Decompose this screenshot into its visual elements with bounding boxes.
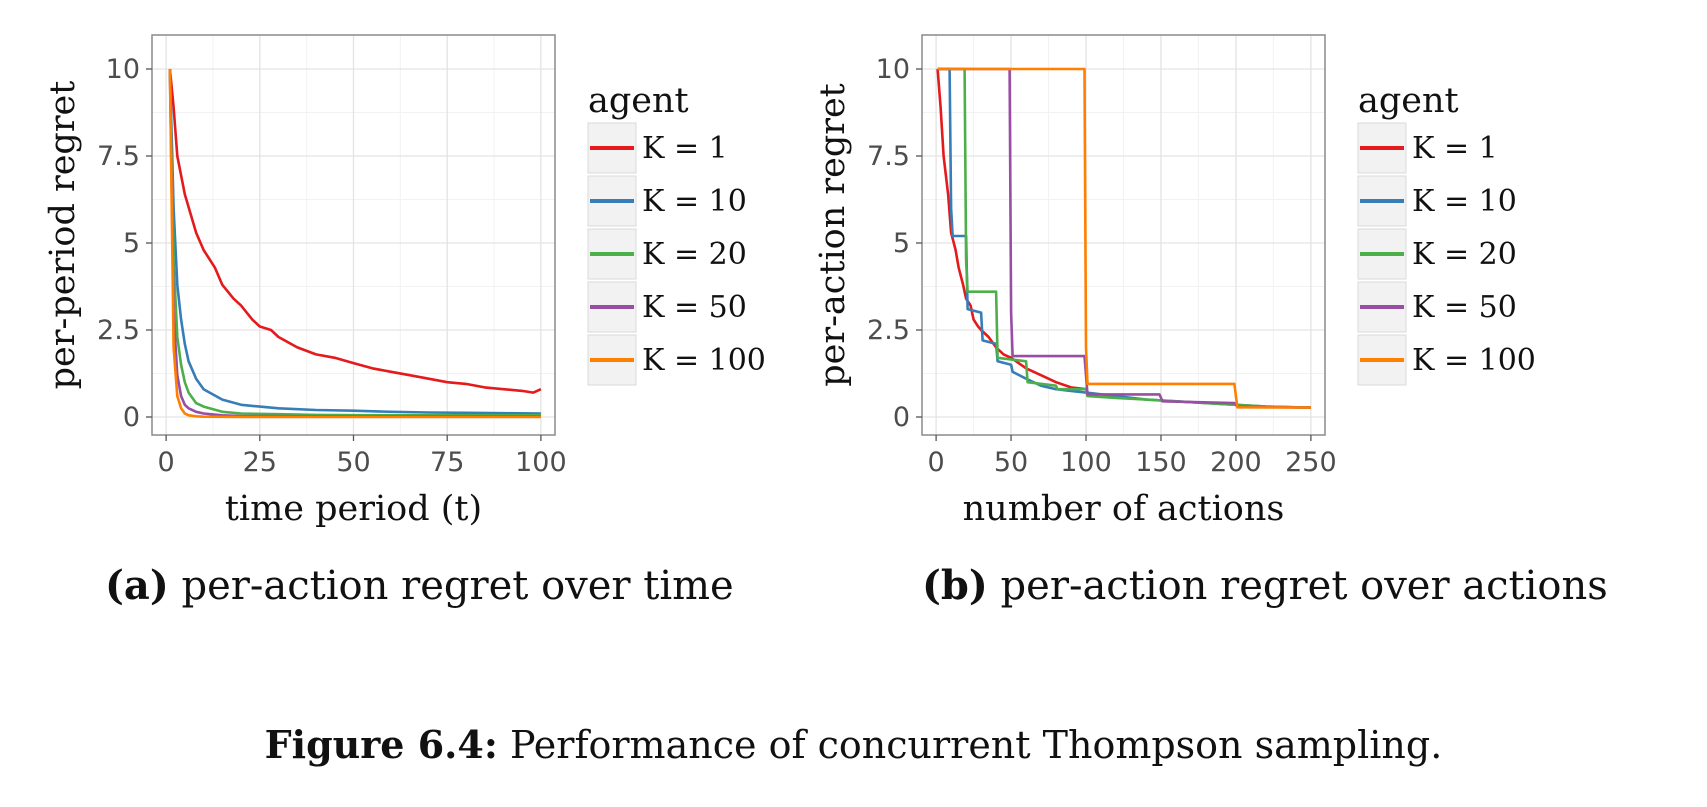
panel-b-x-tick-label: 100 <box>1060 447 1112 478</box>
panel-a-y-tick-label: 2.5 <box>97 315 140 346</box>
panel-b-legend-label: K = 100 <box>1412 343 1536 378</box>
panel-b-legend-title: agent <box>1358 81 1459 121</box>
panel-a-x-tick-label: 75 <box>430 447 464 478</box>
panel-a-x-tick-label: 25 <box>243 447 277 478</box>
panel-b-x-tick-label: 150 <box>1135 447 1187 478</box>
panel-a-caption: (a) per-action regret over time <box>105 562 734 609</box>
panel-a-x-tick-label: 0 <box>158 447 175 478</box>
panel-b-legend-label: K = 10 <box>1412 184 1517 219</box>
figure-caption-label: Figure 6.4: <box>264 722 498 767</box>
panel-b-series-line-3 <box>937 67 1311 409</box>
panel-b-legend-label: K = 20 <box>1412 237 1517 272</box>
panel-a-y-tick-label: 5 <box>123 228 140 259</box>
panel-b-series-line-4 <box>937 67 1311 409</box>
panel-b-x-tick-label: 250 <box>1285 447 1337 478</box>
panel-b-grid <box>922 35 1325 435</box>
panel-a-legend-label: K = 20 <box>642 237 747 272</box>
panel-b-y-tick-label: 2.5 <box>867 315 910 346</box>
panel-a-label: (a) <box>105 562 169 609</box>
panel-a-legend-label: K = 10 <box>642 184 747 219</box>
panel-b-plot-border <box>921 34 1326 436</box>
panel-a-chart: 0 25 50 75 100 0 2.5 5 7.5 10 time period (t) per-p… <box>43 34 766 529</box>
figure-caption: Figure 6.4: Performance of concurrent Th… <box>0 722 1707 767</box>
panel-b-label: (b) <box>922 562 988 609</box>
panel-b-caption: (b) per-action regret over actions <box>922 562 1608 609</box>
figure-caption-text: Performance of concurrent Thompson sampl… <box>497 723 1443 767</box>
panel-a-text: per-action regret over time <box>168 563 734 609</box>
panel-a-x-tick-label: 50 <box>336 447 370 478</box>
panel-a-legend-title: agent <box>588 81 689 121</box>
panel-a-x-axis-label: time period (t) <box>225 489 482 529</box>
panel-b-legend-label: K = 1 <box>1412 131 1498 166</box>
panel-a-y-tick-label: 10 <box>106 54 140 85</box>
panel-a-legend: agent K = 1 K = 10 K = 20 K = 50 K = 100 <box>587 81 766 386</box>
panel-b-x-tick-label: 200 <box>1210 447 1262 478</box>
panel-a-legend-label: K = 50 <box>642 290 747 325</box>
panel-b-series-line-5 <box>937 67 1311 409</box>
panel-a-legend-label: K = 1 <box>642 131 728 166</box>
panel-b-y-tick-label: 10 <box>876 54 910 85</box>
panel-b-y-tick-label: 7.5 <box>867 141 910 172</box>
panel-a-series-line-5 <box>168 68 541 419</box>
panel-b-y-axis-label: per-action regret <box>813 83 853 387</box>
panel-b-y-tick-label: 0 <box>893 402 910 433</box>
panel-a-y-tick-label: 7.5 <box>97 141 140 172</box>
panel-a-legend-label: K = 100 <box>642 343 766 378</box>
panel-b-chart: 0 50 100 150 200 250 0 2.5 5 7.5 10 number of actio… <box>813 34 1536 529</box>
panel-b-y-tick-label: 5 <box>893 228 910 259</box>
panel-a-x-tick-label: 100 <box>515 447 567 478</box>
panel-b-series-line-1 <box>936 68 1087 391</box>
panel-a-y-axis-label: per-period regret <box>43 81 83 390</box>
panel-b-x-tick-label: 0 <box>928 447 945 478</box>
panel-b-x-axis-label: number of actions <box>963 489 1285 529</box>
panel-b-x-tick-label: 50 <box>994 447 1028 478</box>
panel-a-y-tick-label: 0 <box>123 402 140 433</box>
panel-b-text: per-action regret over actions <box>987 563 1608 609</box>
panel-b-legend-label: K = 50 <box>1412 290 1517 325</box>
panel-a-series-line-1 <box>168 68 542 394</box>
panel-a-series-line-2 <box>168 68 541 415</box>
panel-b-legend: agent K = 1 K = 10 K = 20 K = 50 K = 100 <box>1357 81 1536 386</box>
